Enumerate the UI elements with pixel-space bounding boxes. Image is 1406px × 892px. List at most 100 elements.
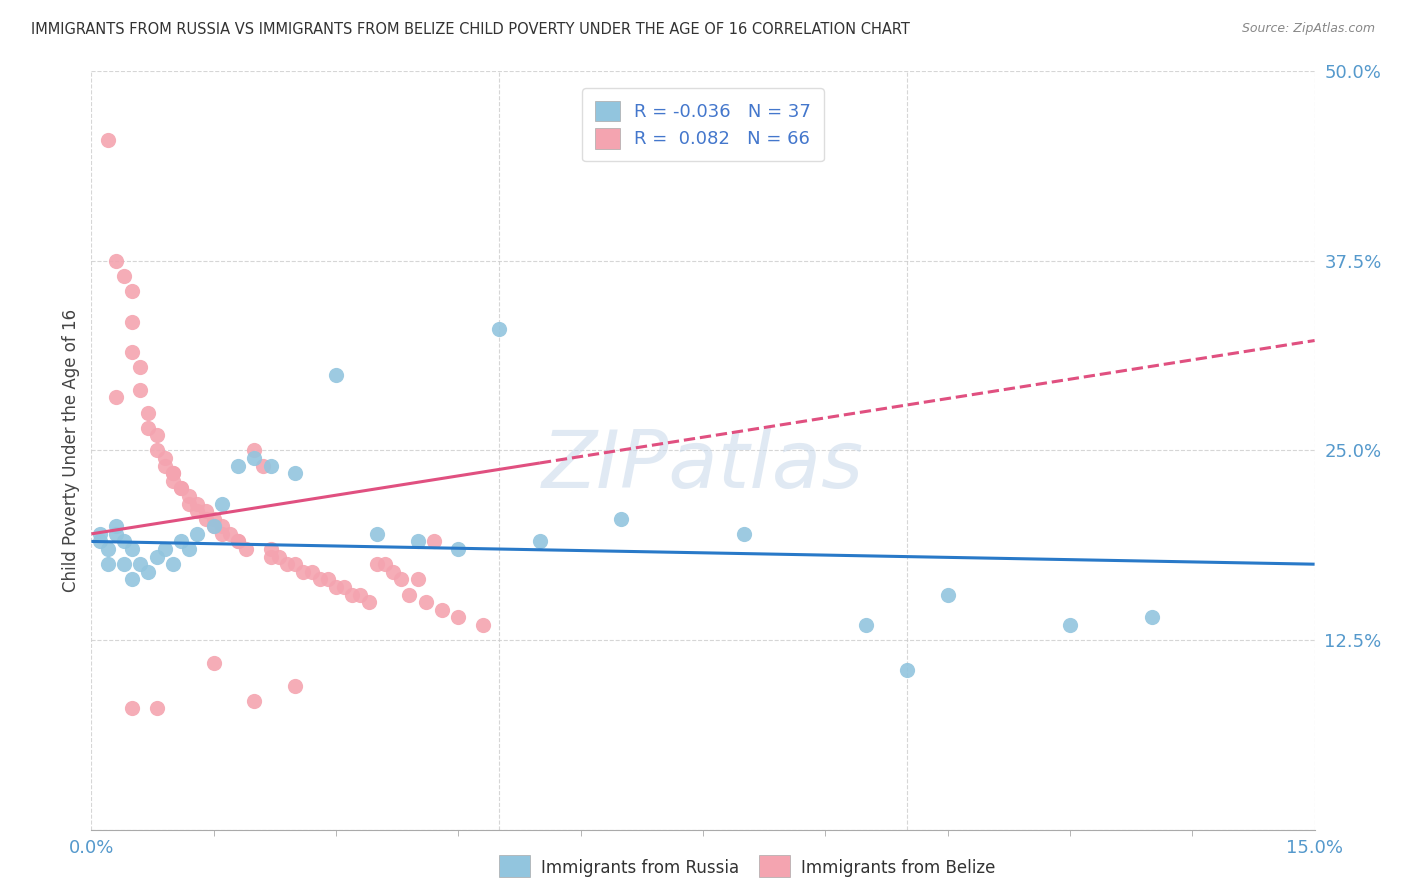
Point	[202, 519, 225, 533]
Point	[104, 519, 127, 533]
Point	[202, 512, 225, 526]
Point	[423, 534, 446, 549]
Point	[186, 496, 208, 510]
Point	[121, 314, 143, 328]
Point	[121, 344, 143, 359]
Point	[162, 467, 184, 481]
Point	[138, 405, 160, 420]
Point	[1059, 617, 1081, 632]
Point	[284, 557, 307, 572]
Point	[138, 565, 160, 579]
Point	[219, 526, 242, 541]
Point	[145, 428, 167, 442]
Point	[170, 482, 193, 496]
Point	[226, 458, 249, 473]
Point	[325, 580, 347, 594]
Point	[121, 285, 143, 299]
Point	[112, 557, 135, 572]
Point	[243, 451, 266, 466]
Point	[194, 504, 217, 518]
Point	[267, 549, 290, 564]
Point	[179, 496, 201, 510]
Point	[342, 588, 364, 602]
Point	[1140, 610, 1163, 624]
Point	[406, 573, 429, 587]
Point	[211, 526, 233, 541]
Point	[447, 542, 470, 557]
Point	[260, 458, 283, 473]
Point	[374, 557, 396, 572]
Point	[243, 694, 266, 708]
Text: Immigrants from Belize: Immigrants from Belize	[801, 859, 995, 877]
Point	[936, 588, 959, 602]
Point	[138, 421, 160, 435]
Point	[129, 557, 152, 572]
Point	[896, 664, 918, 678]
Point	[179, 489, 201, 503]
Point	[104, 391, 127, 405]
Y-axis label: Child Poverty Under the Age of 16: Child Poverty Under the Age of 16	[62, 309, 80, 592]
Point	[145, 549, 167, 564]
Point	[226, 534, 249, 549]
Point	[179, 542, 201, 557]
Point	[488, 322, 510, 336]
Point	[382, 565, 405, 579]
Point	[292, 565, 315, 579]
Point	[194, 512, 217, 526]
Point	[276, 557, 298, 572]
Point	[406, 534, 429, 549]
Point	[112, 269, 135, 284]
Point	[529, 534, 551, 549]
Point	[186, 504, 208, 518]
Point	[389, 573, 412, 587]
Point	[357, 595, 380, 609]
Point	[153, 458, 176, 473]
Point	[415, 595, 437, 609]
Text: Source: ZipAtlas.com: Source: ZipAtlas.com	[1241, 22, 1375, 36]
Point	[243, 443, 266, 458]
Point	[430, 603, 453, 617]
Point	[308, 573, 330, 587]
Point	[97, 557, 120, 572]
Point	[333, 580, 356, 594]
Point	[235, 542, 257, 557]
Point	[471, 617, 494, 632]
Point	[162, 467, 184, 481]
Point	[398, 588, 420, 602]
Point	[89, 534, 111, 549]
Point	[97, 542, 120, 557]
Point	[366, 557, 388, 572]
Point	[129, 383, 152, 397]
Point	[366, 526, 388, 541]
Point	[284, 467, 307, 481]
Point	[325, 368, 347, 382]
Point	[226, 534, 249, 549]
Point	[121, 573, 143, 587]
Legend: R = -0.036   N = 37, R =  0.082   N = 66: R = -0.036 N = 37, R = 0.082 N = 66	[582, 88, 824, 161]
Text: IMMIGRANTS FROM RUSSIA VS IMMIGRANTS FROM BELIZE CHILD POVERTY UNDER THE AGE OF : IMMIGRANTS FROM RUSSIA VS IMMIGRANTS FRO…	[31, 22, 910, 37]
Text: Immigrants from Russia: Immigrants from Russia	[541, 859, 740, 877]
Point	[202, 519, 225, 533]
Point	[260, 549, 283, 564]
Point	[170, 534, 193, 549]
Point	[447, 610, 470, 624]
Point	[855, 617, 877, 632]
Point	[97, 132, 120, 146]
Point	[316, 573, 339, 587]
Point	[112, 534, 135, 549]
Point	[284, 678, 307, 692]
Point	[129, 359, 152, 375]
Point	[162, 474, 184, 488]
Point	[153, 542, 176, 557]
Point	[104, 253, 127, 268]
Point	[733, 526, 755, 541]
Point	[610, 512, 633, 526]
Point	[104, 526, 127, 541]
Point	[211, 496, 233, 510]
Point	[121, 701, 143, 715]
Point	[145, 701, 167, 715]
Point	[260, 542, 283, 557]
Point	[186, 526, 208, 541]
Text: ZIPatlas: ZIPatlas	[541, 426, 865, 505]
Point	[121, 542, 143, 557]
